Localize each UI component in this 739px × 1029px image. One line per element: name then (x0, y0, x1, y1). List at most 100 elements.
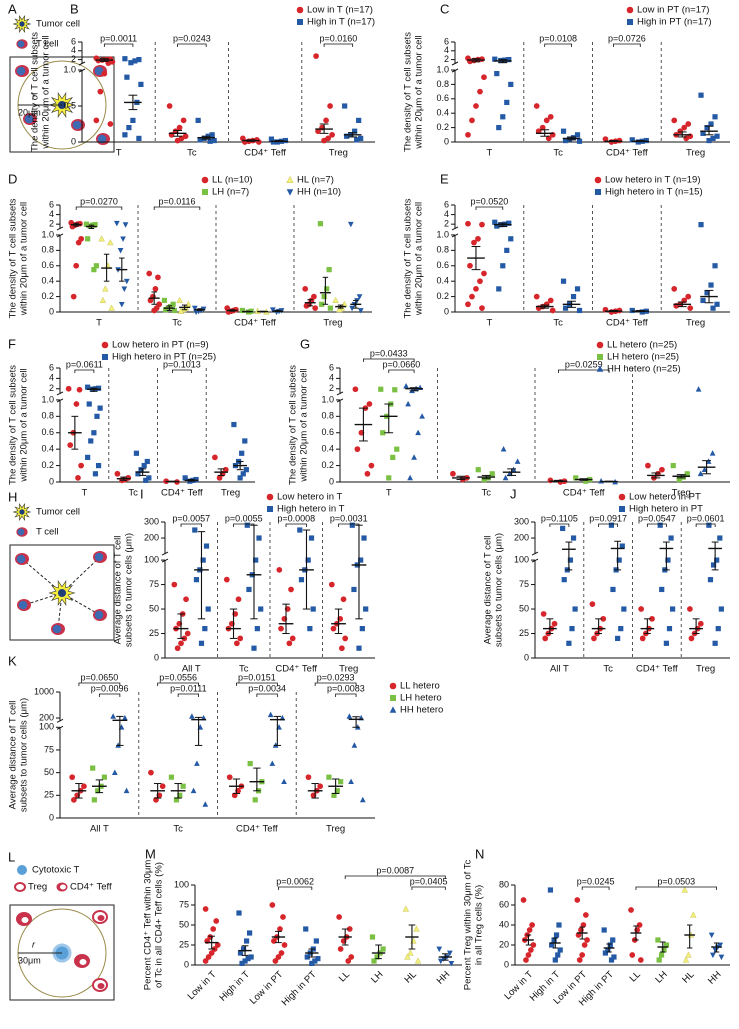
y-axis-label: Average distance of T cell (8, 701, 19, 810)
point (123, 787, 130, 794)
point (547, 297, 554, 304)
point (256, 535, 262, 541)
x-tick-label: CD4⁺ Teff (275, 664, 317, 675)
point (205, 954, 212, 960)
point (555, 952, 561, 958)
y-tick-label: 0.4 (436, 108, 449, 118)
point (267, 506, 273, 512)
p-value: p=0.0293 (317, 672, 355, 682)
point (107, 121, 114, 127)
point (303, 302, 310, 309)
point (717, 535, 723, 541)
point (237, 950, 244, 956)
point (682, 956, 690, 963)
point (193, 309, 199, 316)
x-tick-label: CD4⁺ Teff (636, 664, 678, 675)
point (152, 286, 159, 292)
point (504, 99, 510, 105)
point (700, 130, 706, 136)
legend-text: T cell (36, 527, 59, 538)
cell-nucleus (97, 983, 105, 989)
x-tick-label: Tc (553, 148, 563, 159)
point (598, 478, 604, 484)
p-bracket (549, 523, 570, 527)
y-tick-label: 25 (519, 628, 529, 638)
y-tick-label: 75 (519, 579, 529, 589)
y-axis-label: Percent CD4⁺ Teff within 30μm (143, 860, 154, 991)
y-tick-label: 75 (179, 899, 189, 909)
point (649, 615, 655, 622)
cell-nucleus (16, 66, 26, 76)
point (465, 131, 471, 138)
point (637, 957, 644, 963)
p-bracket (180, 523, 202, 527)
y-tick-label: 0 (444, 136, 449, 146)
point (523, 957, 529, 963)
point (166, 103, 173, 109)
point (269, 307, 276, 313)
y-tick-label: 300 (514, 516, 529, 526)
x-tick-label: CD4⁺ Teff (234, 318, 276, 329)
point (276, 567, 283, 573)
point (508, 236, 514, 242)
point (235, 596, 242, 603)
point (364, 470, 371, 477)
x-tick-label: Tc (482, 488, 492, 499)
point (403, 383, 409, 389)
y-tick-label: 0.6 (321, 427, 334, 437)
point (706, 137, 712, 144)
y-axis-label: subsets to tumor cells (μm) (19, 698, 30, 812)
point (180, 117, 187, 124)
p-value: p=0.0083 (327, 683, 365, 693)
point (356, 645, 362, 651)
point (506, 220, 512, 226)
point (183, 596, 189, 603)
point (171, 581, 178, 588)
point (380, 430, 386, 436)
point (136, 57, 142, 63)
x-tick-label: Treg (672, 488, 691, 499)
x-tick-label: Tc (603, 664, 613, 675)
point (347, 221, 354, 228)
p-value: p=0.0547 (638, 513, 676, 523)
point (91, 797, 97, 803)
point (448, 961, 455, 967)
x-tick-label: T (486, 318, 492, 329)
point (75, 239, 82, 246)
point (177, 307, 185, 314)
y-axis-label: of Tc in all CD4+ Teff cells (%) (154, 862, 165, 988)
point (286, 189, 294, 196)
point (81, 783, 87, 790)
point (281, 942, 288, 948)
y-tick-label: 0 (49, 476, 54, 486)
point (407, 949, 414, 956)
y-tick-label: 60 (499, 899, 509, 909)
x-tick-label: High in PT (280, 969, 319, 1008)
point (223, 576, 230, 583)
legend-text: Tumor cell (36, 507, 80, 518)
legend-text: High hetero in T (277, 504, 345, 515)
point (436, 946, 443, 953)
point (690, 911, 697, 918)
point (210, 926, 217, 932)
point (207, 138, 213, 144)
point (244, 522, 250, 528)
point (695, 386, 702, 392)
p-bracket (411, 886, 446, 890)
x-tick-label: HH (435, 969, 453, 987)
point (331, 792, 337, 798)
point (117, 248, 124, 254)
y-tick-label: 75 (44, 744, 54, 754)
point (148, 769, 154, 776)
point (231, 421, 237, 428)
radius-label: r (32, 939, 36, 949)
y-tick-label: 0.4 (41, 444, 54, 454)
y-tick-label: 0 (504, 959, 509, 969)
point (128, 60, 134, 66)
y-axis-label: Average distance of T cell (113, 536, 124, 645)
y-tick-label: 0 (71, 136, 76, 146)
point (494, 223, 500, 229)
point (296, 6, 304, 14)
point (547, 477, 554, 484)
point (378, 386, 384, 392)
